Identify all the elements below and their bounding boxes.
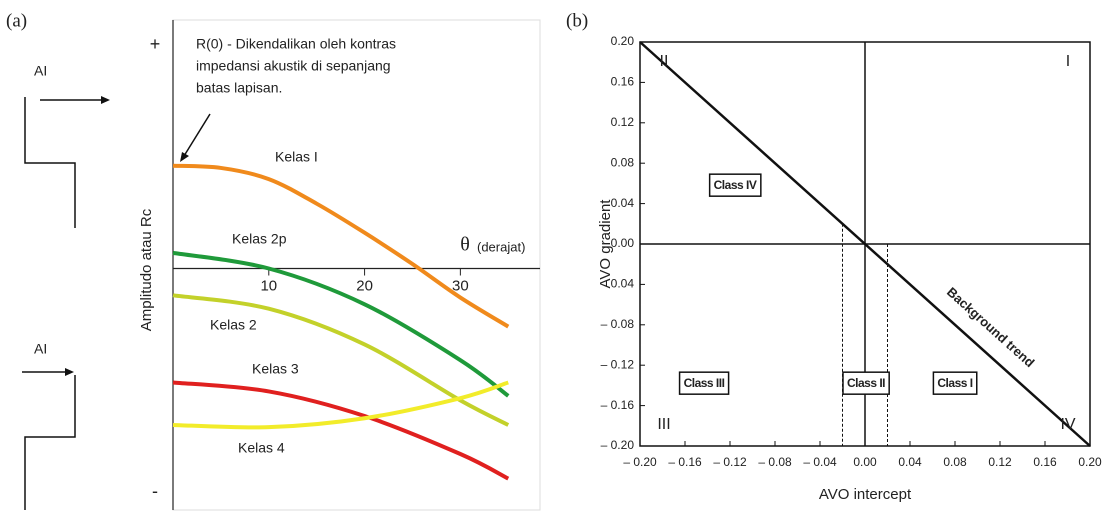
- panel-label: (b): [566, 10, 588, 31]
- y-tick-label: 0.00: [611, 236, 635, 250]
- x-tick-label: 0.16: [1033, 455, 1057, 469]
- side-label: AI: [34, 63, 47, 79]
- arrow-head: [180, 152, 189, 162]
- y-tick-label: – 0.16: [601, 398, 635, 412]
- series-label: Kelas 3: [252, 361, 299, 377]
- series-label: Kelas 2p: [232, 231, 287, 247]
- annotation: batas lapisan.: [196, 80, 282, 96]
- line-series: [172, 250, 510, 398]
- y-tick-label: – 0.08: [601, 317, 635, 331]
- x-tick-label: – 0.08: [758, 455, 792, 469]
- y-axis-label: Amplitudo atau Rc: [138, 208, 155, 331]
- y-tick-label: 0.12: [611, 115, 635, 129]
- x-tick-label: 0.12: [988, 455, 1012, 469]
- arrow-head: [101, 96, 110, 104]
- quadrant-label: III: [657, 416, 670, 433]
- x-tick-label: 0.20: [1078, 455, 1102, 469]
- x-axis-label: AVO intercept: [819, 486, 912, 503]
- series-label: Kelas 2: [210, 317, 257, 333]
- x-tick-label: 0.04: [898, 455, 922, 469]
- side-label: AI: [34, 341, 47, 357]
- y-tick-label: 0.04: [611, 277, 635, 291]
- line-series: [172, 163, 510, 329]
- y-tick-label: – 0.20: [601, 438, 635, 452]
- annotation: impedansi akustik di sepanjang: [196, 58, 391, 74]
- step-shape: [24, 375, 76, 510]
- x-tick-label: 0.00: [853, 455, 877, 469]
- x-axis-label: θ: [460, 234, 470, 256]
- series-label: Kelas I: [275, 149, 318, 165]
- x-tick-label: – 0.20: [623, 455, 657, 469]
- panel-label: (a): [6, 10, 27, 31]
- quadrant-label: II: [660, 53, 669, 70]
- class-box: [932, 371, 978, 395]
- class-label: Class IV: [714, 178, 757, 192]
- x-axis-unit: (derajat): [477, 239, 525, 254]
- y-tick-label: 0.16: [611, 75, 635, 89]
- x-tick-label: 10: [260, 277, 277, 294]
- y-tick-label: 0.08: [611, 155, 635, 169]
- annotation-arrow: [183, 113, 211, 157]
- class-label: Class I: [937, 376, 972, 390]
- y-axis-label: AVO gradient: [597, 199, 614, 289]
- x-tick-label: – 0.04: [803, 455, 837, 469]
- x-tick-label: 30: [452, 277, 469, 294]
- line-series: [172, 293, 510, 427]
- x-tick-label: – 0.16: [668, 455, 702, 469]
- class-label: Class II: [847, 376, 885, 390]
- y-tick-label: 0.04: [611, 196, 635, 210]
- class-label: Class III: [684, 376, 725, 390]
- line-series: [172, 380, 510, 481]
- x-tick-label: 0.08: [943, 455, 967, 469]
- series-label: Kelas 4: [238, 440, 285, 456]
- quadrant-label: I: [1066, 53, 1070, 70]
- y-tick-label: +: [150, 34, 161, 54]
- class-box: [708, 173, 762, 197]
- class-box: [678, 371, 730, 395]
- quadrant-label: IV: [1060, 416, 1075, 433]
- annotation: R(0) - Dikendalikan oleh kontras: [196, 36, 396, 52]
- line-series: [172, 380, 509, 430]
- y-tick-label: -: [152, 481, 158, 501]
- schematic: [22, 96, 211, 510]
- x-tick-label: 20: [356, 277, 373, 294]
- arrow-head: [65, 368, 74, 376]
- x-tick-label: – 0.12: [713, 455, 747, 469]
- y-tick-label: – 0.12: [601, 357, 635, 371]
- class-box: [842, 371, 890, 395]
- step-shape: [24, 97, 76, 228]
- y-tick-label: 0.20: [611, 34, 635, 48]
- line-series: [639, 41, 1091, 447]
